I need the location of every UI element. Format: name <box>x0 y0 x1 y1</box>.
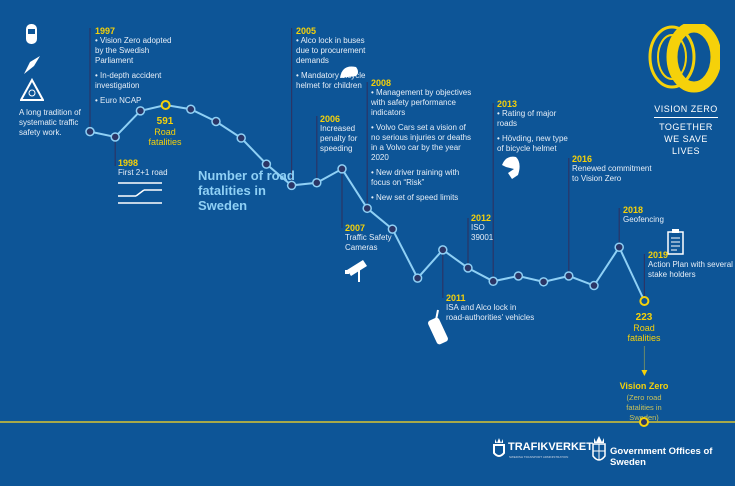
event-2011: 2011 ISA and Alco lock in road-authoritie… <box>446 293 535 322</box>
government-offices-logo: Government Offices of Sweden <box>610 446 713 468</box>
data-point-2008 <box>362 203 372 214</box>
data-point-2011 <box>438 245 448 255</box>
data-point-2018 <box>614 242 624 252</box>
camera-icon <box>345 260 367 282</box>
latest-value: 223 <box>635 312 653 323</box>
goal-marker <box>639 417 649 427</box>
trafikverket-logo: TRAFIKVERKET <box>508 441 593 453</box>
data-point-2010 <box>412 273 423 283</box>
bicycle-helmet-icon <box>340 66 358 78</box>
event-2018: 2018 Geofencing <box>623 205 664 224</box>
safety-icons <box>20 24 44 101</box>
event-2019: 2019 Action Plan with several stake holde… <box>648 250 733 279</box>
data-point-2001 <box>186 104 196 115</box>
event-2007: 2007 Traffic Safety Cameras <box>345 223 405 287</box>
event-2008: 2008Management by objectives with safety… <box>371 78 476 208</box>
chart-title: Number of road fatalities in Sweden <box>198 168 295 213</box>
event-1997: 1997Vision Zero adopted by the Swedish P… <box>95 26 180 111</box>
event-2006: 2006 Increased penalty for speeding <box>320 114 358 153</box>
event-2005: 2005Alco lock in buses due to procuremen… <box>296 26 368 96</box>
event-2016: 2016 Renewed commitment to Vision Zero <box>572 154 652 183</box>
event-1998: 1998 First 2+1 road <box>118 158 198 209</box>
data-point-2016 <box>564 271 574 281</box>
checklist-icon <box>667 229 684 255</box>
logo-line1: VISION ZERO <box>654 104 718 114</box>
government-crest-icon <box>592 436 606 461</box>
event-2012: 2012 ISO 39001 <box>471 213 494 242</box>
timeline-baseline <box>0 421 735 423</box>
data-point-2005 <box>286 180 297 191</box>
data-point-2013 <box>488 276 498 287</box>
data-point-2003 <box>236 133 246 143</box>
hovding-helmet-icon <box>502 156 520 179</box>
event-2013: 2013Rating of major roadsHövding, new ty… <box>497 99 572 159</box>
goal-arrow-head <box>641 370 648 376</box>
data-point-1999 <box>135 106 146 116</box>
trafikverket-subtitle: SWEDISH TRANSPORT ADMINISTRATION <box>509 455 569 459</box>
alco-lock-icon <box>428 309 448 345</box>
data-point-2012 <box>463 263 473 273</box>
peak-label: Road fatalities <box>148 127 182 147</box>
data-point-2014 <box>513 271 524 281</box>
peak-value: 591 <box>156 116 174 127</box>
data-point-1998 <box>110 132 120 142</box>
data-point-2004 <box>261 159 272 169</box>
logo-line2: TOGETHER WE SAVE LIVES <box>659 122 713 156</box>
trafikverket-crown-icon <box>493 438 505 457</box>
intro-text: A long tradition of systematic traffic s… <box>19 108 81 137</box>
data-point-2002 <box>211 116 221 127</box>
data-point-2007 <box>337 164 347 174</box>
latest-label: Road fatalities <box>627 323 661 343</box>
data-point-2006 <box>312 178 322 188</box>
data-point-1997 <box>85 126 95 137</box>
vision-zero-logo <box>648 24 720 93</box>
road-icon <box>118 182 162 204</box>
data-point-2017 <box>589 280 599 291</box>
data-point-2009 <box>387 224 398 234</box>
data-point-2015 <box>538 277 549 287</box>
data-point-2019 <box>639 295 650 306</box>
